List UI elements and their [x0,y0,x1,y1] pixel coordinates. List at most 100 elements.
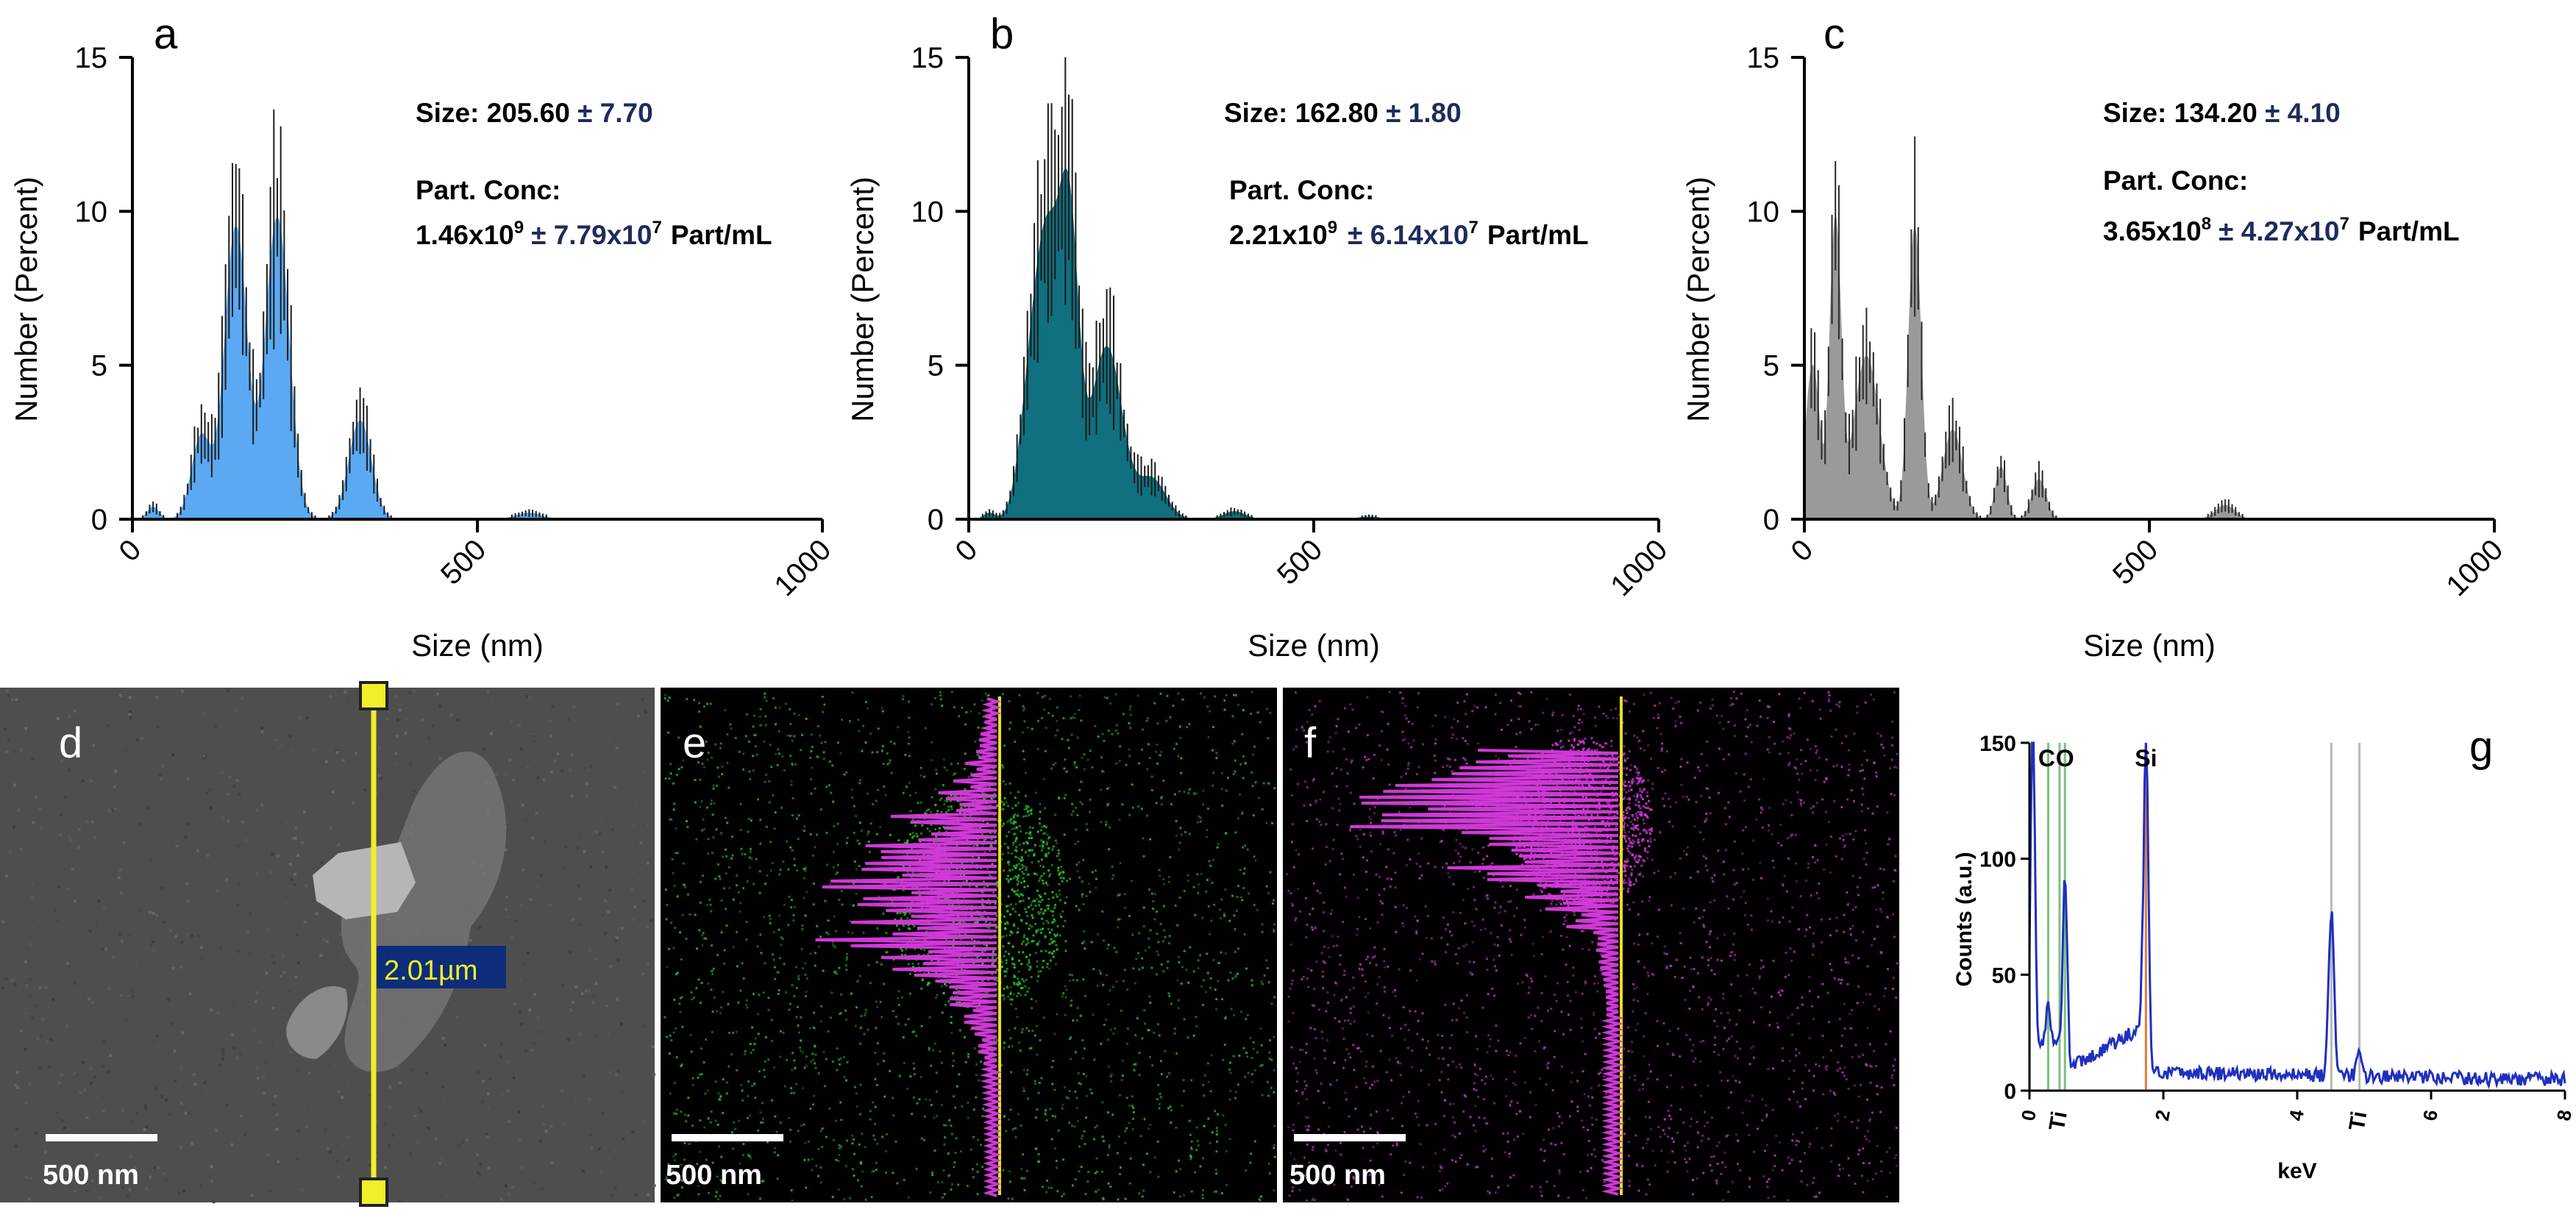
element-dot [1271,822,1273,824]
sem-grain [47,1006,51,1010]
sem-grain [646,925,650,928]
sem-grain [398,708,402,712]
element-dot [1030,998,1033,1000]
element-dot [1267,892,1270,895]
sem-grain [165,1098,168,1102]
element-dot [1039,928,1042,931]
element-dot [1537,1006,1540,1009]
sem-grain [13,826,15,830]
element-dot [1045,727,1047,730]
element-dot [1455,838,1458,841]
element-dot [953,794,956,797]
sem-grain [543,734,547,738]
sem-grain [442,1097,446,1100]
element-dot [1023,1177,1026,1180]
element-dot [815,1164,818,1167]
sem-grain [57,1081,61,1085]
element-dot [668,947,671,950]
scan-handle-top[interactable] [359,681,388,710]
element-dot [758,716,761,718]
element-dot [1012,993,1015,996]
element-dot [793,735,796,738]
element-dot [1745,826,1747,829]
element-dot [1132,1106,1135,1109]
sem-grain [588,764,592,768]
element-dot [702,818,705,821]
element-dot [1028,873,1031,876]
element-dot [697,978,700,981]
element-dot [1690,1049,1693,1052]
element-dot [1334,1149,1337,1152]
element-dot [1081,1135,1084,1138]
sem-grain [588,988,591,992]
element-dot [1257,796,1260,799]
sem-grain [540,874,544,877]
element-dot [977,1138,980,1141]
element-dot [1734,1133,1737,1136]
element-dot [1131,1105,1134,1108]
element-dot [935,769,938,771]
sem-grain [60,1119,64,1123]
element-dot [1008,727,1011,730]
element-dot [1125,763,1128,766]
element-dot [1399,1074,1402,1077]
element-dot [967,1101,969,1104]
element-dot [1406,907,1408,909]
sem-grain [616,702,619,706]
element-dot [1044,1113,1047,1116]
element-dot [714,1080,717,1083]
element-dot [1220,951,1223,954]
element-dot [1103,696,1106,699]
element-dot [1001,693,1004,696]
element-dot [1037,900,1040,903]
sem-grain [24,1012,28,1016]
element-dot [1017,981,1020,984]
sem-grain [135,1111,138,1115]
element-dot [839,752,842,755]
element-dot [1227,777,1229,780]
element-dot [1117,1198,1120,1201]
element-dot [793,905,796,908]
element-dot [722,855,725,858]
element-dot [665,1176,668,1179]
element-dot [952,921,955,924]
element-dot [1010,1071,1013,1074]
sem-grain [93,1190,96,1194]
element-dot [894,919,897,922]
element-dot [1162,940,1165,943]
element-dot [1019,868,1022,871]
element-dot [1632,780,1635,783]
element-dot [1510,699,1513,702]
element-dot [917,889,920,892]
element-dot [1050,863,1053,866]
element-dot [1798,1105,1801,1108]
element-dot [1181,966,1184,969]
element-dot [676,1108,679,1111]
element-dot [1343,1130,1346,1133]
sem-grain [97,899,101,903]
sem-image [0,688,655,1202]
element-dot [1001,994,1004,997]
element-dot [1784,975,1787,978]
element-dot [1074,1090,1077,1093]
sem-grain [105,1140,109,1144]
sem-grain [602,913,605,917]
element-dot [969,1028,972,1031]
sem-grain [541,1104,544,1108]
element-dot [1139,1135,1142,1138]
element-dot [1224,1124,1227,1127]
sem-grain [60,1073,63,1077]
element-dot [1021,863,1024,866]
element-dot [920,948,922,951]
element-dot [1142,906,1145,909]
element-dot [1081,880,1084,883]
element-dot [1609,877,1612,880]
element-dot [1547,1061,1550,1064]
sem-grain [1,986,5,990]
element-dot [1056,948,1058,951]
element-dot [1027,1097,1029,1100]
element-dot [670,922,673,924]
scan-handle-bottom[interactable] [359,1177,388,1207]
sem-grain [104,947,107,951]
element-dot [976,753,978,756]
